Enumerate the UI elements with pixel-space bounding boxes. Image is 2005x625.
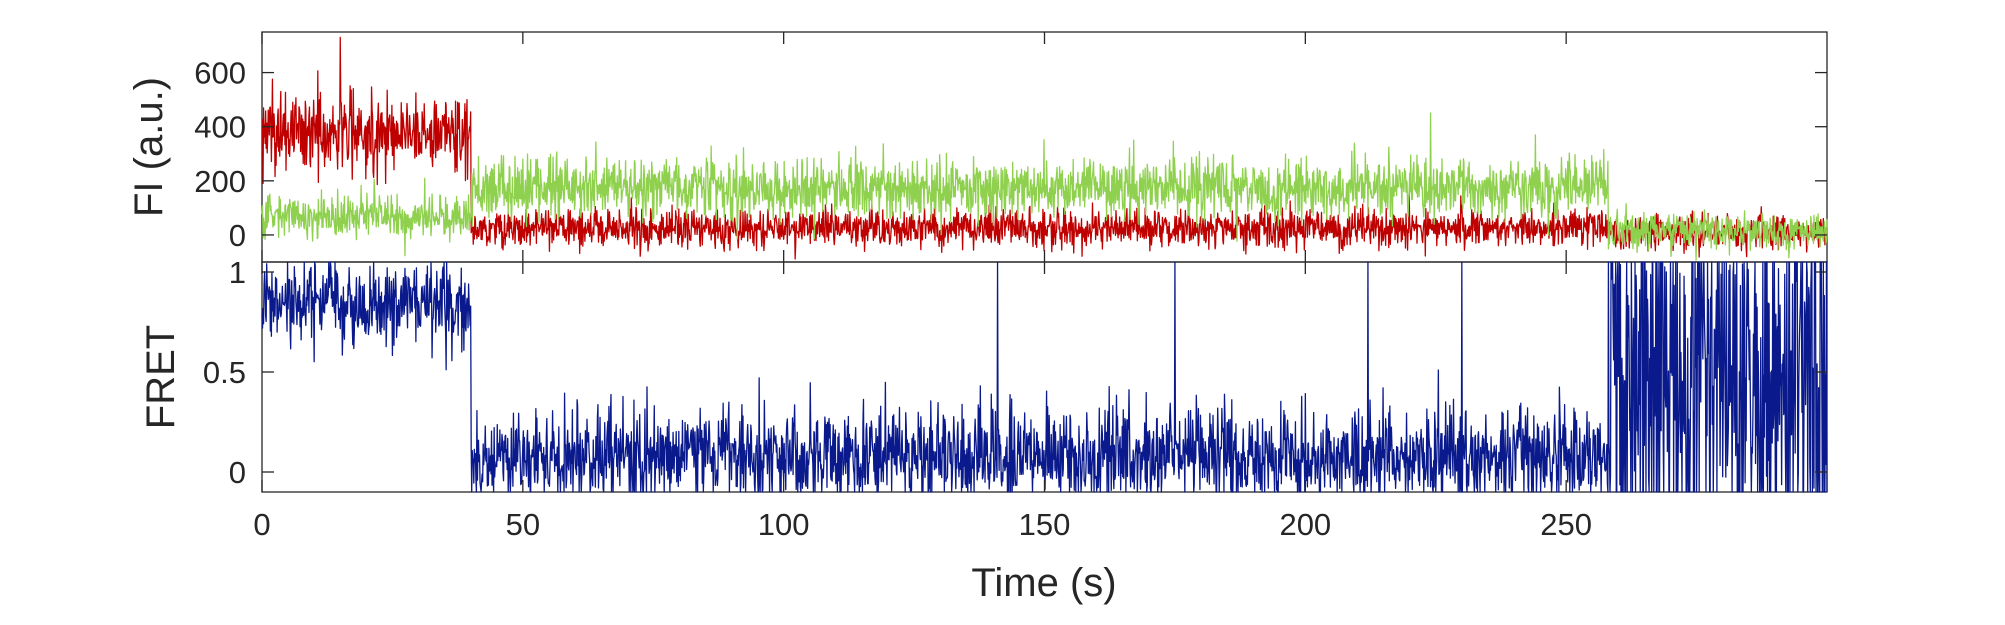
time-xtick-label: 250 [1540, 507, 1592, 542]
fluorescence-ytick-label: 400 [194, 110, 246, 145]
fluorescence-traces [261, 36, 1828, 261]
fret-panel: 0 0.5 1 0 50 100 150 200 250 FRET Time (s) [139, 255, 1828, 605]
fret-traces [261, 261, 1828, 493]
fluorescence-ytick-label: 0 [229, 218, 246, 253]
fluorescence-ytick-label: 200 [194, 164, 246, 199]
fluorescence-y-axis-title: FI (a.u.) [127, 77, 171, 217]
fret-ytick-label: 1 [229, 255, 246, 290]
fluorescence-axis-ticks: 0 200 400 600 [194, 32, 1827, 262]
fret-ytick-label: 0.5 [203, 355, 246, 390]
time-xtick-label: 150 [1019, 507, 1071, 542]
time-xtick-label: 50 [506, 507, 540, 542]
fret-y-axis-title: FRET [139, 325, 183, 429]
fret-axis-ticks: 0 0.5 1 0 50 100 150 200 250 [203, 255, 1827, 542]
fluorescence-series-1-line [261, 36, 1828, 260]
time-xtick-label: 200 [1279, 507, 1331, 542]
fluorescence-series-2-line [261, 112, 1828, 261]
fret-series-1-line [261, 261, 1828, 493]
time-x-axis-title: Time (s) [971, 561, 1116, 605]
time-xtick-label: 100 [758, 507, 810, 542]
time-xtick-label: 0 [253, 507, 270, 542]
fret-ytick-label: 0 [229, 455, 246, 490]
fluorescence-panel: 0 200 400 600 FI (a.u.) [127, 31, 1828, 263]
fluorescence-ytick-label: 600 [194, 56, 246, 91]
